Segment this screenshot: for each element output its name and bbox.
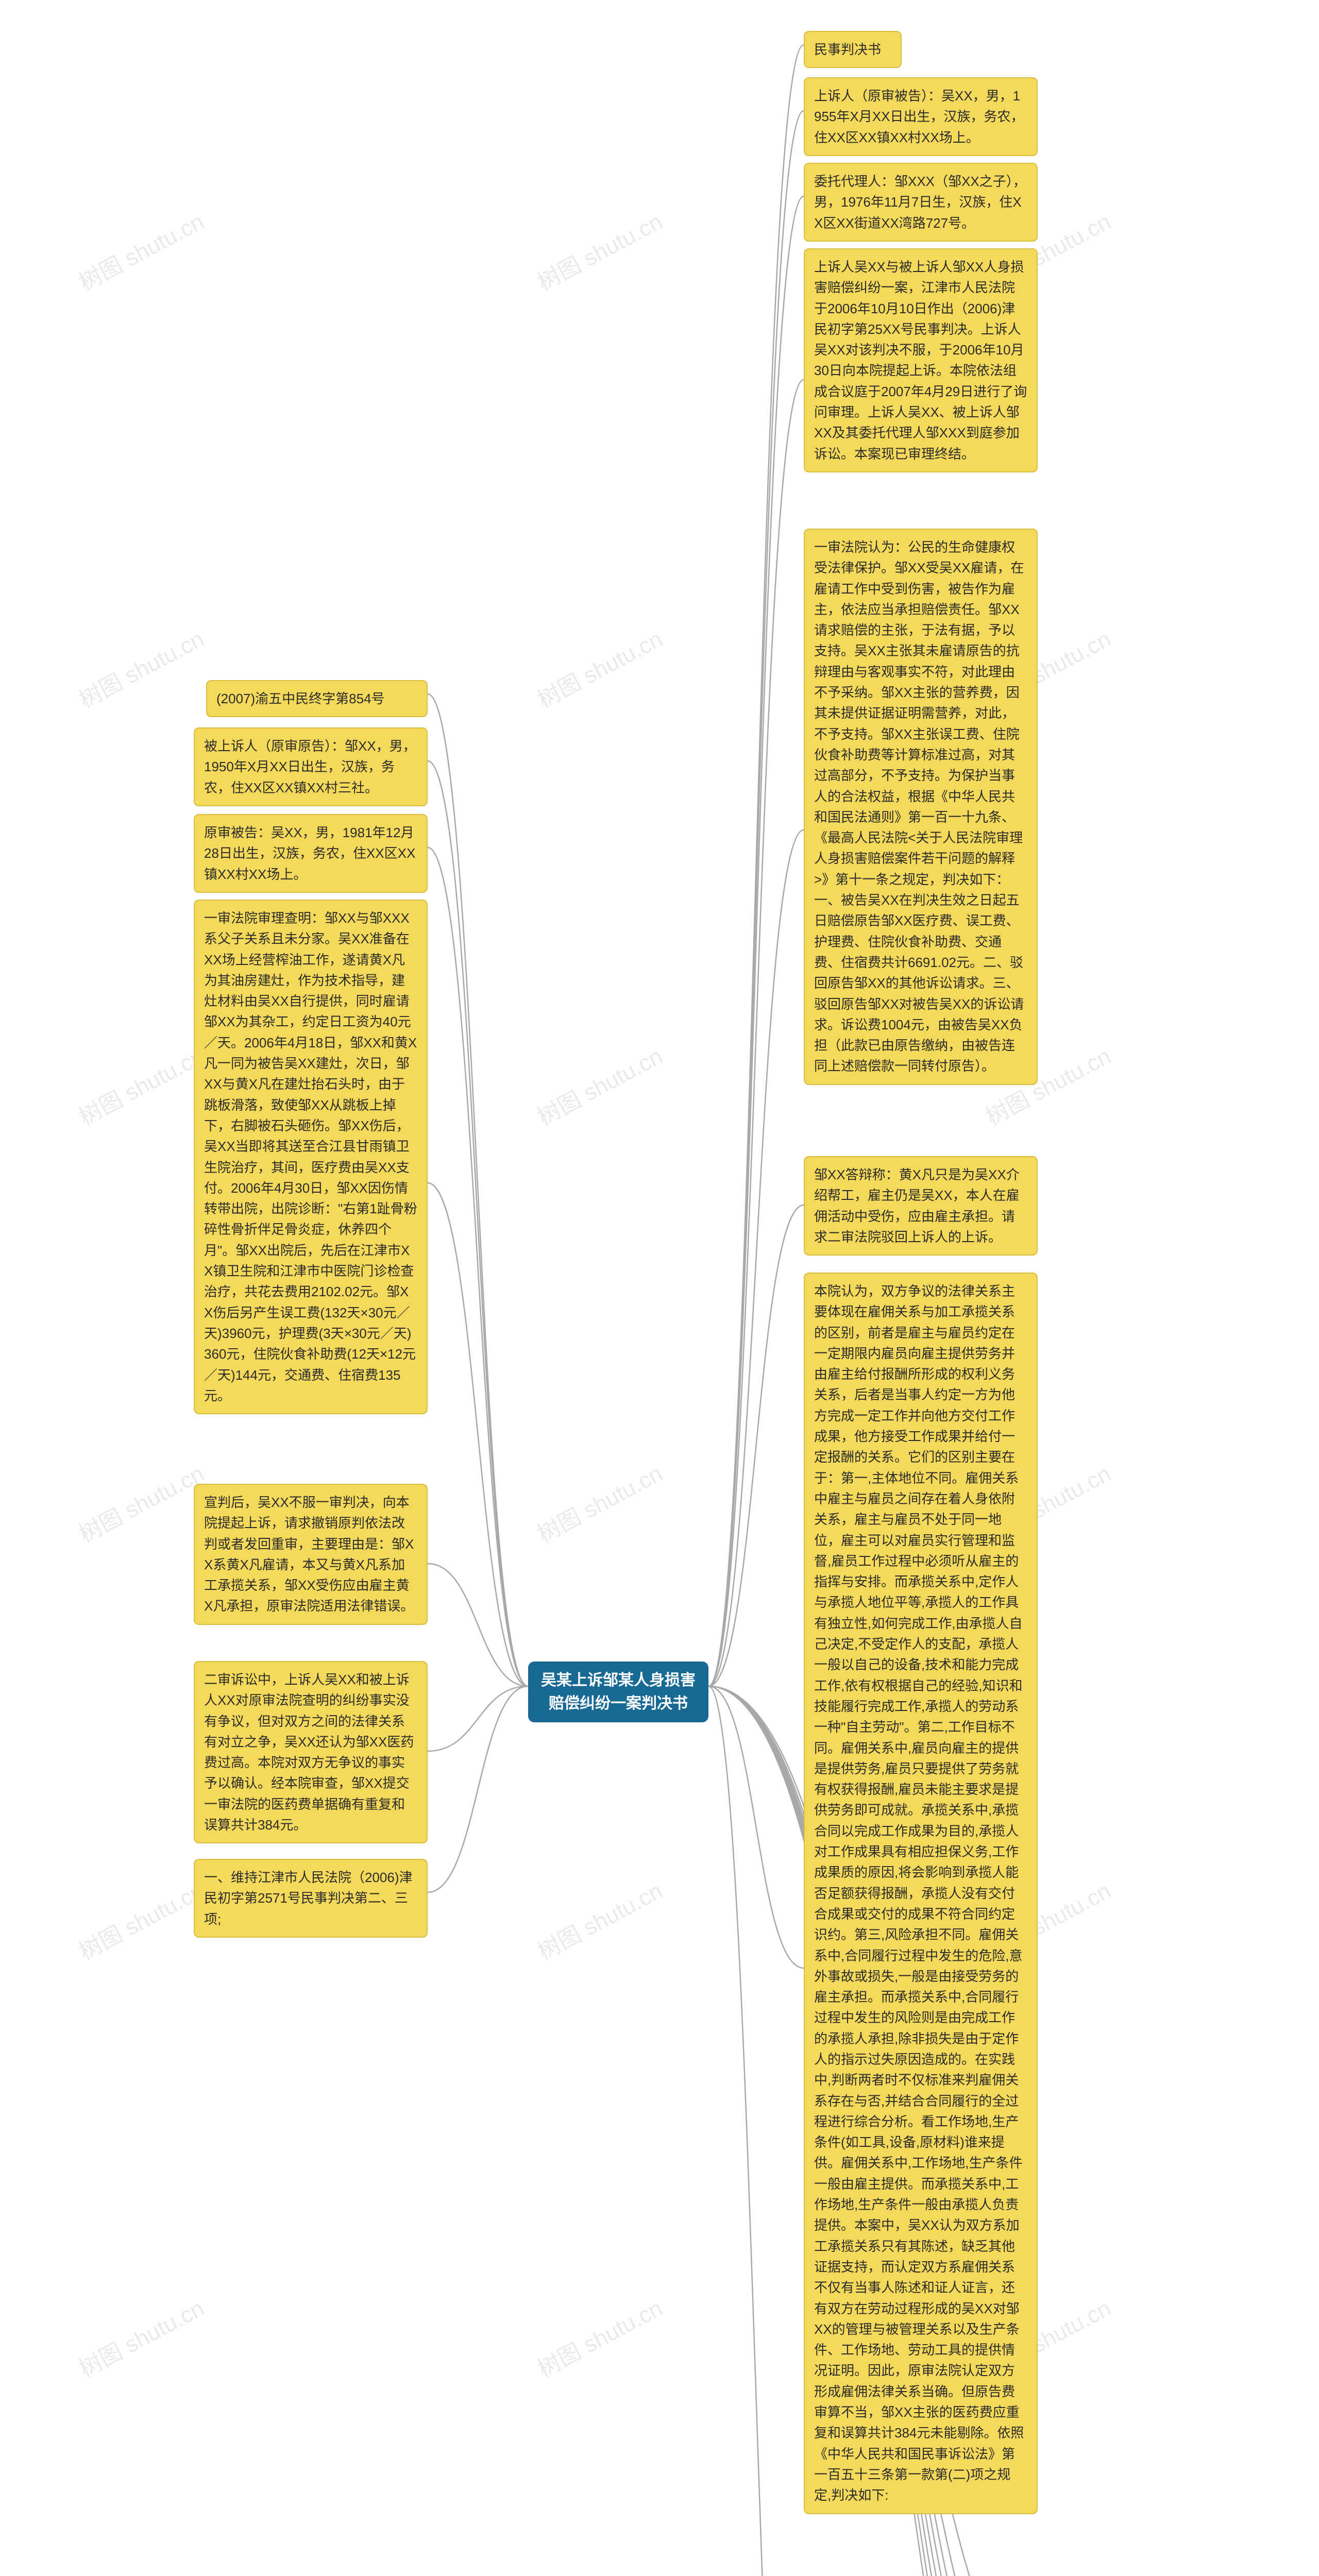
left-node: 宣判后，吴XX不服一审判决，向本院提起上诉，请求撤销原判依法改判或者发回重审，主… <box>194 1484 428 1625</box>
right-node: 民事判决书 <box>804 31 902 68</box>
watermark: 树图 shutu.cn <box>72 2290 209 2384</box>
watermark: 树图 shutu.cn <box>531 204 667 297</box>
node-text: 上诉人吴XX与被上诉人邹XX人身损害赔偿纠纷一案，江津市人民法院于2006年10… <box>814 259 1027 462</box>
watermark: 树图 shutu.cn <box>72 1873 209 1967</box>
watermark: 树图 shutu.cn <box>72 621 209 715</box>
watermark: 树图 shutu.cn <box>531 621 667 715</box>
left-node: 二审诉讼中，上诉人吴XX和被上诉人XX对原审法院查明的纠纷事实没有争议，但对双方… <box>194 1661 428 1843</box>
left-node: 一审法院审理查明：邹XX与邹XXX系父子关系且未分家。吴XX准备在XX场上经营榨… <box>194 900 428 1414</box>
left-node: 一、维持江津市人民法院（2006)津民初字第2571号民事判决第二、三项; <box>194 1859 428 1938</box>
watermark: 树图 shutu.cn <box>531 1873 667 1967</box>
root-node: 吴某上诉邹某人身损害赔偿纠纷一案判决书 <box>528 1662 708 1722</box>
node-text: 本院认为，双方争议的法律关系主要体现在雇佣关系与加工承揽关系的区别，前者是雇主与… <box>814 1283 1024 2503</box>
node-text: 宣判后，吴XX不服一审判决，向本院提起上诉，请求撤销原判依法改判或者发回重审，主… <box>204 1495 414 1614</box>
node-text: 被上诉人（原审原告）：邹XX，男，1950年X月XX日出生，汉族，务农，住XX区… <box>204 738 416 795</box>
left-node: (2007)渝五中民终字第854号 <box>206 680 428 717</box>
watermark: 树图 shutu.cn <box>531 2290 667 2384</box>
right-node: 上诉人吴XX与被上诉人邹XX人身损害赔偿纠纷一案，江津市人民法院于2006年10… <box>804 248 1038 472</box>
node-text: 一审法院审理查明：邹XX与邹XXX系父子关系且未分家。吴XX准备在XX场上经营榨… <box>204 910 417 1403</box>
node-text: 委托代理人：邹XXX（邹XX之子），男，1976年11月7日生，汉族，住XX区X… <box>814 174 1026 231</box>
node-text: 民事判决书 <box>814 42 881 57</box>
right-node: 一审法院认为：公民的生命健康权受法律保护。邹XX受吴XX雇请，在雇请工作中受到伤… <box>804 529 1038 1085</box>
watermark: 树图 shutu.cn <box>531 1455 667 1549</box>
node-text: 二审诉讼中，上诉人吴XX和被上诉人XX对原审法院查明的纠纷事实没有争议，但对双方… <box>204 1672 414 1833</box>
watermark: 树图 shutu.cn <box>72 204 209 297</box>
right-node: 本院认为，双方争议的法律关系主要体现在雇佣关系与加工承揽关系的区别，前者是雇主与… <box>804 1273 1038 2514</box>
left-node: 被上诉人（原审原告）：邹XX，男，1950年X月XX日出生，汉族，务农，住XX区… <box>194 727 428 806</box>
watermark: 树图 shutu.cn <box>531 1038 667 1132</box>
watermark: 树图 shutu.cn <box>72 1038 209 1132</box>
node-text: (2007)渝五中民终字第854号 <box>216 691 385 706</box>
right-node: 上诉人（原审被告）：吴XX，男，1955年X月XX日出生，汉族，务农，住XX区X… <box>804 77 1038 156</box>
node-text: 原审被告：吴XX，男，1981年12月28日出生，汉族，务农，住XX区XX镇XX… <box>204 825 415 882</box>
watermark: 树图 shutu.cn <box>72 1455 209 1549</box>
node-text: 邹XX答辩称：黄X凡只是为吴XX介绍帮工，雇主仍是吴XX，本人在雇佣活动中受伤，… <box>814 1167 1020 1245</box>
root-label: 吴某上诉邹某人身损害赔偿纠纷一案判决书 <box>541 1672 696 1712</box>
node-text: 一审法院认为：公民的生命健康权受法律保护。邹XX受吴XX雇请，在雇请工作中受到伤… <box>814 539 1024 1074</box>
node-text: 一、维持江津市人民法院（2006)津民初字第2571号民事判决第二、三项; <box>204 1870 413 1927</box>
right-node: 委托代理人：邹XXX（邹XX之子），男，1976年11月7日生，汉族，住XX区X… <box>804 163 1038 242</box>
node-text: 上诉人（原审被告）：吴XX，男，1955年X月XX日出生，汉族，务农，住XX区X… <box>814 88 1024 145</box>
left-node: 原审被告：吴XX，男，1981年12月28日出生，汉族，务农，住XX区XX镇XX… <box>194 814 428 893</box>
right-node: 邹XX答辩称：黄X凡只是为吴XX介绍帮工，雇主仍是吴XX，本人在雇佣活动中受伤，… <box>804 1156 1038 1256</box>
